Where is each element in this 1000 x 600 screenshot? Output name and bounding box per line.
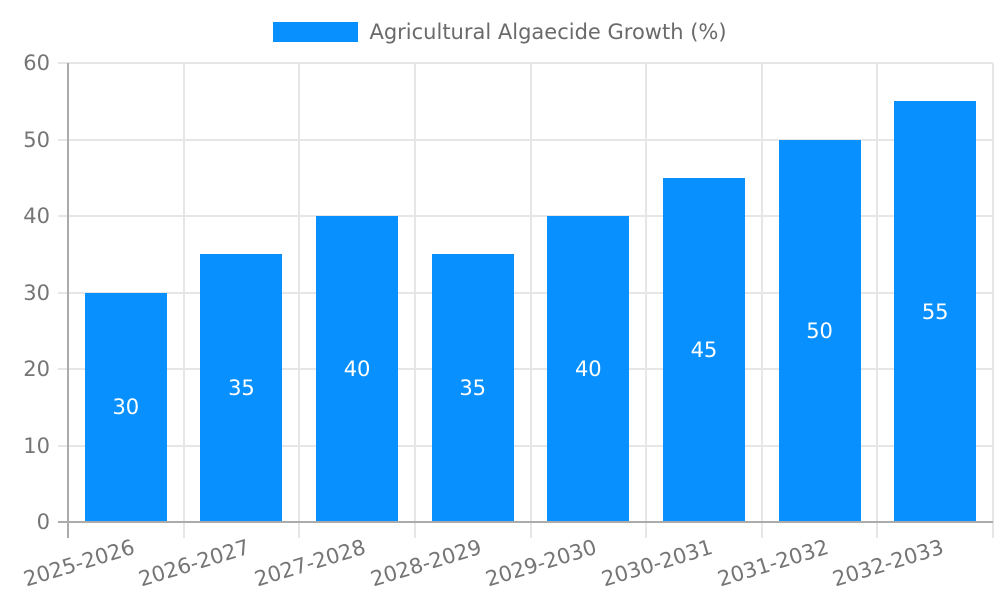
bar[interactable]: 45 <box>662 177 745 522</box>
y-tick-label: 60 <box>23 51 50 75</box>
bar[interactable]: 40 <box>316 216 399 522</box>
y-tick-label: 0 <box>36 510 50 534</box>
y-gridline <box>58 215 993 217</box>
bar-value-label: 35 <box>459 376 487 401</box>
y-gridline <box>58 444 993 447</box>
x-gridline <box>645 63 648 538</box>
x-gridline <box>992 63 994 538</box>
bar[interactable]: 35 <box>431 254 514 522</box>
bar[interactable]: 35 <box>200 254 283 522</box>
bar-value-label: 35 <box>228 376 255 401</box>
y-gridline <box>58 291 993 294</box>
y-axis-line <box>67 63 69 538</box>
bar-value-label: 30 <box>112 395 140 420</box>
y-tick-label: 10 <box>23 433 50 458</box>
bar-value-label: 40 <box>343 357 371 381</box>
x-gridline <box>760 63 763 538</box>
legend-item[interactable]: Agricultural Algaecide Growth (%) <box>0 20 1000 44</box>
x-gridline <box>413 63 416 538</box>
y-tick-label: 20 <box>23 357 50 381</box>
bar[interactable]: 30 <box>84 292 167 522</box>
x-gridline <box>529 63 532 538</box>
y-tick-label: 40 <box>23 204 50 228</box>
bar[interactable]: 50 <box>778 139 861 522</box>
x-gridline <box>182 63 185 538</box>
bar-value-label: 50 <box>806 318 833 343</box>
y-gridline <box>58 368 993 370</box>
bar-value-label: 40 <box>574 357 602 381</box>
bar-value-label: 55 <box>921 299 949 324</box>
y-tick-label: 50 <box>23 127 50 152</box>
x-axis-line <box>58 521 993 523</box>
bar[interactable]: 40 <box>547 216 630 522</box>
y-gridline <box>58 62 993 64</box>
y-gridline <box>58 138 993 141</box>
y-tick-label: 30 <box>23 280 50 305</box>
x-gridline <box>876 63 879 538</box>
bar[interactable]: 55 <box>894 101 977 522</box>
x-gridline <box>298 63 301 538</box>
bar-value-label: 45 <box>690 337 718 362</box>
legend-label: Agricultural Algaecide Growth (%) <box>369 20 727 44</box>
legend-swatch <box>273 22 359 42</box>
